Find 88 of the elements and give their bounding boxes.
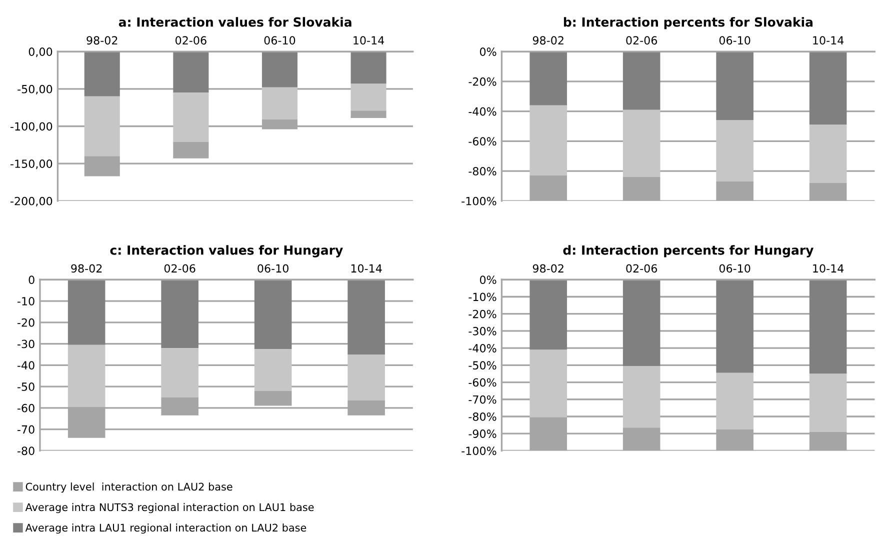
bar: [173, 92, 209, 142]
x-tick-label: 02-06: [626, 264, 658, 273]
x-tick-label: 98-02: [532, 36, 564, 45]
bar: [173, 52, 209, 93]
x-tick-label: 98-02: [86, 36, 118, 45]
bar: [350, 110, 386, 118]
bar: [254, 349, 292, 391]
bar: [254, 280, 292, 350]
bar: [530, 350, 567, 418]
y-tick-label: 0,00: [28, 48, 52, 58]
bar: [530, 52, 567, 106]
y-tick-label: -20%: [468, 310, 496, 318]
y-tick-label: -60: [17, 404, 34, 412]
bar: [262, 87, 298, 120]
bar: [809, 124, 847, 183]
y-tick-label: -20: [17, 318, 34, 327]
bar: [161, 348, 198, 398]
y-tick-label: -40%: [468, 107, 496, 116]
y-tick-label: -50%: [468, 361, 496, 370]
bar: [350, 52, 386, 84]
y-tick-label: 0%: [480, 48, 496, 56]
bar: [622, 52, 660, 110]
chart-title: a: Interaction values for Slovakia: [118, 17, 352, 27]
y-tick-label: -80%: [468, 412, 496, 421]
y-tick-label: -10%: [468, 292, 496, 302]
y-tick-label: -80: [17, 446, 34, 456]
x-tick-label: 06-10: [258, 264, 288, 273]
bar: [68, 280, 106, 345]
y-tick-label: -20%: [468, 77, 496, 86]
y-tick-label: -60%: [468, 378, 496, 387]
y-tick-label: -100,00: [10, 122, 52, 132]
bar: [716, 372, 754, 430]
y-tick-label: -80%: [468, 167, 496, 176]
bar: [173, 142, 209, 158]
bar: [809, 374, 847, 432]
x-tick-label: 06-10: [719, 264, 750, 273]
y-tick-label: -100%: [462, 196, 496, 206]
legend-label: Average intra LAU1 regional interaction on LAU2 base: [25, 524, 306, 534]
y-tick-label: -60%: [468, 137, 496, 146]
bar: [530, 280, 567, 350]
y-tick-label: -40%: [468, 344, 496, 352]
y-tick-label: -200,00: [10, 196, 52, 206]
x-tick-label: 98-02: [71, 264, 102, 273]
bar: [716, 280, 754, 373]
y-tick-label: -70: [17, 425, 34, 434]
x-tick-label: 10-14: [354, 36, 384, 45]
bar: [68, 344, 106, 407]
bar: [622, 366, 660, 428]
x-tick-label: 06-10: [719, 36, 750, 45]
x-tick-label: 02-06: [176, 36, 206, 45]
bar: [809, 280, 847, 374]
x-tick-label: 02-06: [626, 36, 658, 45]
y-tick-label: -100%: [462, 446, 496, 456]
bar: [809, 52, 847, 125]
bar: [348, 280, 385, 354]
y-tick-label: -30%: [468, 326, 496, 336]
bar: [350, 84, 386, 111]
y-tick-label: -10: [17, 297, 34, 306]
bar: [161, 280, 198, 348]
x-tick-label: 06-10: [264, 36, 296, 45]
y-tick-label: -150,00: [10, 160, 52, 170]
y-tick-label: -70%: [468, 395, 496, 404]
y-tick-label: -40: [17, 361, 34, 370]
legend-label: Country level interaction on LAU2 base: [26, 482, 232, 493]
x-tick-label: 98-02: [532, 264, 564, 273]
y-tick-label: -50,00: [18, 84, 52, 94]
y-tick-label: -50: [17, 382, 34, 391]
x-tick-label: 02-06: [164, 264, 196, 273]
bar: [84, 52, 120, 96]
bar: [622, 280, 660, 366]
y-tick-label: -90%: [468, 430, 496, 438]
legend-label: Average intra NUTS3 regional interaction on LAU1 base: [25, 503, 314, 514]
bar: [348, 354, 385, 400]
bar: [716, 52, 754, 120]
bar: [622, 110, 660, 178]
bar: [530, 105, 567, 176]
chart-title: b: Interaction percents for Slovakia: [564, 17, 813, 30]
y-tick-label: -30: [17, 340, 34, 348]
bar: [716, 120, 754, 182]
x-tick-label: 10-14: [813, 264, 844, 273]
x-tick-label: 10-14: [813, 36, 844, 45]
bar: [84, 96, 120, 156]
bar: [262, 52, 298, 88]
y-tick-label: 0%: [480, 276, 496, 284]
chart-title: c: Interaction values for Hungary: [110, 245, 343, 258]
chart-title: d: Interaction percents for Hungary: [563, 245, 814, 258]
y-tick-label: 0: [28, 276, 34, 284]
x-tick-label: 10-14: [351, 264, 382, 273]
